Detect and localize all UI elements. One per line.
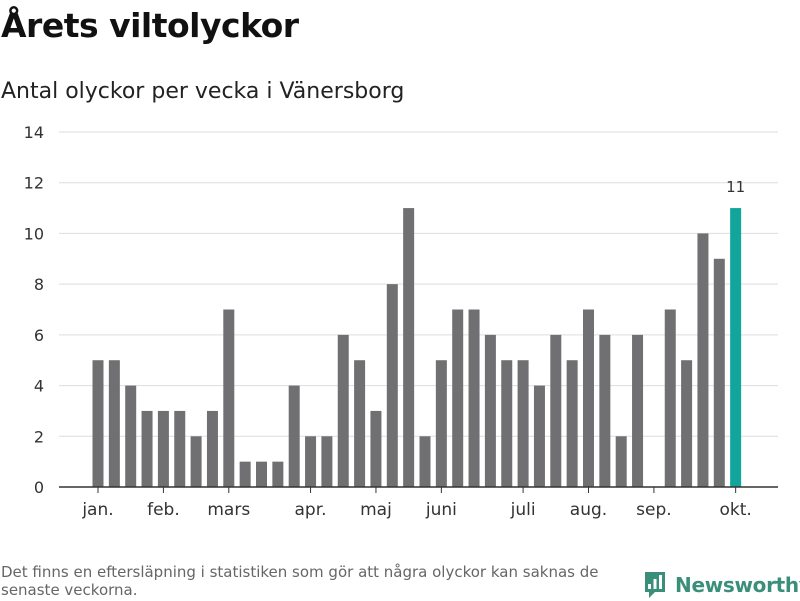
x-tick-label: juli	[510, 500, 536, 520]
x-tick-label: feb.	[147, 500, 180, 520]
bar	[92, 360, 104, 487]
bar	[354, 360, 366, 487]
bar	[615, 436, 627, 487]
y-tick-label: 12	[24, 174, 44, 193]
y-tick-label: 4	[34, 377, 44, 396]
bar	[533, 385, 545, 487]
bar	[256, 461, 267, 487]
y-tick-label: 10	[24, 224, 44, 243]
y-tick-label: 6	[34, 326, 44, 345]
logo-text: Newsworthy	[675, 573, 800, 597]
bar	[157, 410, 169, 487]
bar	[632, 334, 644, 487]
bar	[419, 436, 431, 487]
x-tick-label: aug.	[570, 500, 607, 520]
y-tick-label: 8	[34, 275, 44, 294]
x-tick-label: mars	[207, 500, 250, 520]
bar	[321, 436, 333, 487]
newsworthy-logo-icon	[645, 572, 665, 598]
bar	[501, 360, 513, 487]
y-tick-label: 0	[34, 478, 44, 497]
bar	[272, 461, 284, 487]
bar	[517, 360, 529, 487]
x-tick-label: jan.	[81, 500, 113, 520]
bar	[239, 461, 251, 487]
bar	[206, 410, 218, 487]
x-tick-label: sep.	[636, 500, 672, 520]
bar	[435, 360, 447, 487]
bar	[484, 334, 496, 487]
bar	[386, 284, 398, 487]
chart-subtitle: Antal olyckor per vecka i Vänersborg	[1, 79, 405, 104]
bar	[305, 436, 317, 487]
newsworthy-logo[interactable]: Newsworthy	[643, 569, 800, 601]
bar	[190, 436, 202, 487]
y-tick-label: 2	[34, 427, 44, 446]
footnote: Det finns en eftersläpning i statistiken…	[1, 563, 599, 599]
bar	[468, 309, 480, 487]
bar	[370, 410, 382, 487]
bar	[108, 360, 120, 487]
bar	[566, 360, 578, 487]
chart-title: Årets viltolyckor	[1, 6, 299, 45]
bar	[550, 334, 562, 487]
bar	[664, 309, 676, 487]
bar	[125, 385, 137, 487]
bar	[141, 410, 153, 487]
bar	[697, 233, 709, 487]
bar	[403, 208, 415, 488]
bar	[337, 334, 349, 487]
bar	[583, 309, 594, 487]
bar	[681, 360, 693, 487]
bar	[223, 309, 235, 487]
bar	[174, 410, 186, 487]
x-tick-label: apr.	[295, 500, 327, 520]
bar	[288, 385, 300, 487]
x-tick-label: juni	[425, 500, 457, 520]
highlight-value-label: 11	[726, 178, 745, 196]
bar	[452, 309, 464, 487]
y-tick-label: 14	[24, 123, 44, 142]
bar-chart: 0 2 4 6 8 10 12 14 11 jan. feb. mars apr. maj juni juli…	[24, 123, 778, 520]
x-tick-label: okt.	[719, 500, 751, 520]
bar	[713, 258, 725, 487]
x-tick-label: maj	[360, 500, 392, 520]
highlight-bar	[730, 208, 742, 488]
bar	[599, 334, 611, 487]
